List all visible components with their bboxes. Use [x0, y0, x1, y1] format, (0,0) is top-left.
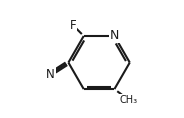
Text: CH₃: CH₃	[120, 95, 138, 105]
Text: N: N	[110, 30, 119, 42]
Text: F: F	[70, 19, 76, 32]
Text: N: N	[46, 68, 55, 81]
